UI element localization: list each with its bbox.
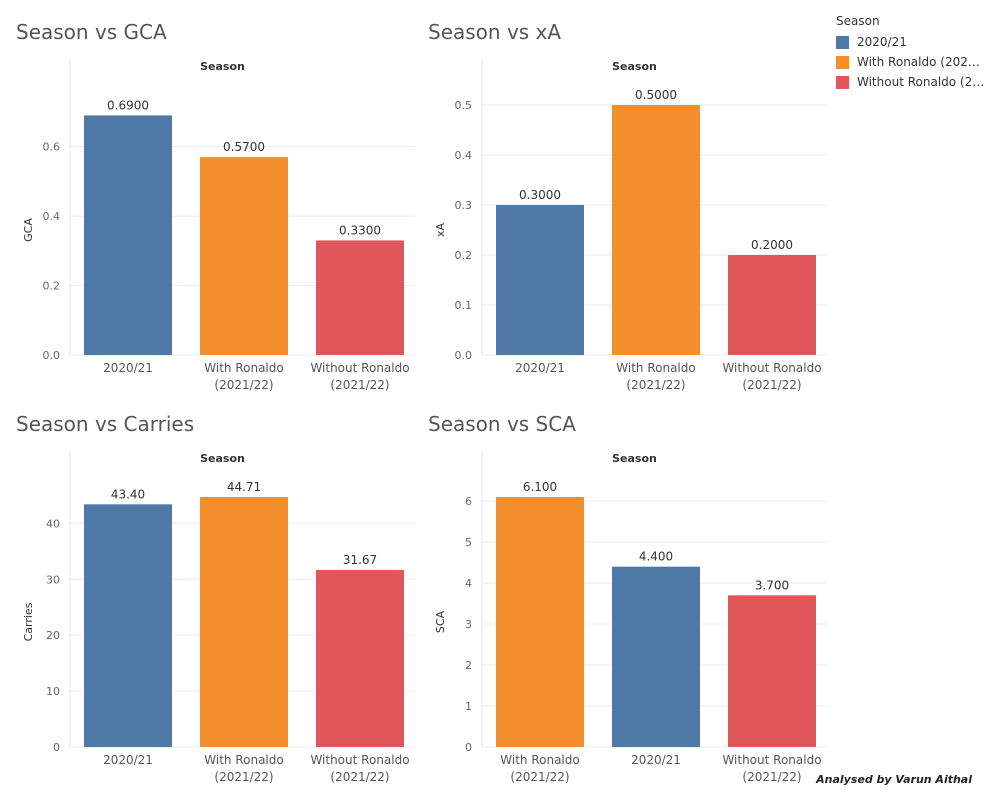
- y-tick-label: 0: [465, 741, 472, 754]
- y-tick-label: 0.5: [455, 99, 473, 112]
- x-tick-label: With Ronaldo (2021/22): [500, 753, 579, 784]
- legend-label: Without Ronaldo (20..: [857, 75, 987, 89]
- legend-item-2020-21[interactable]: 2020/21: [836, 32, 996, 52]
- x-header: Season: [200, 452, 245, 465]
- y-tick-label: 0.2: [455, 249, 473, 262]
- y-tick-label: 0.2: [43, 280, 61, 293]
- bar: [728, 595, 816, 747]
- chart-carries: Season vs Carries Season Carries 0 10 20 30 40…: [0, 392, 420, 792]
- y-tick-label: 40: [46, 517, 60, 530]
- y-tick-label: 20: [46, 629, 60, 642]
- chart-title: Season vs xA: [428, 20, 562, 44]
- legend-label: 2020/21: [857, 35, 907, 49]
- chart-xa-plot: Season xA 0.0 0.1 0.2 0.3 0.4 0.5 0.3000 2020/21 0…: [434, 60, 827, 392]
- y-tick-label: 0.6: [43, 141, 61, 154]
- x-tick-label: With Ronaldo (2021/22): [204, 361, 283, 392]
- bar: [84, 504, 172, 747]
- bar-value-label: 44.71: [227, 480, 261, 494]
- bar: [612, 566, 700, 747]
- legend-item-without-ronaldo[interactable]: Without Ronaldo (20..: [836, 72, 996, 92]
- y-axis-label: xA: [434, 223, 447, 238]
- y-tick-label: 6: [465, 495, 472, 508]
- y-tick-label: 5: [465, 536, 472, 549]
- chart-title: Season vs SCA: [428, 412, 576, 436]
- y-tick-label: 3: [465, 618, 472, 631]
- bar: [200, 157, 288, 355]
- legend-swatch: [836, 35, 849, 49]
- x-tick-label: With Ronaldo (2021/22): [616, 361, 695, 392]
- y-axis-label: Carries: [22, 602, 35, 641]
- bar: [612, 105, 700, 355]
- x-tick-label: Without Ronaldo (2021/22): [722, 753, 821, 784]
- credit-text: Analysed by Varun Aithal: [816, 773, 972, 786]
- bar-value-label: 0.2000: [751, 238, 793, 252]
- bar-value-label: 4.400: [639, 550, 673, 564]
- x-header: Season: [200, 60, 245, 73]
- chart-title: Season vs GCA: [16, 20, 167, 44]
- x-tick-label: Without Ronaldo (2021/22): [310, 361, 409, 392]
- chart-sca: Season vs SCA Season SCA 0 1 2 3 4 5 6 6.100 With …: [412, 392, 832, 792]
- y-tick-label: 0.1: [455, 299, 473, 312]
- y-tick-label: 0.0: [43, 349, 61, 362]
- chart-gca-plot: Season GCA 0.0 0.2 0.4 0.6 0.6900 2020/21 0.5700…: [22, 60, 415, 392]
- bar-value-label: 3.700: [755, 578, 789, 592]
- bar-value-label: 0.5000: [635, 88, 677, 102]
- y-tick-label: 0.4: [455, 149, 473, 162]
- chart-gca: Season vs GCA Season GCA 0.0 0.2 0.4 0.6 0.690…: [0, 0, 420, 400]
- legend-title: Season: [836, 14, 880, 28]
- chart-sca-plot: Season SCA 0 1 2 3 4 5 6 6.100 With Ronaldo (2021/2…: [434, 452, 827, 784]
- bar-value-label: 0.6900: [107, 98, 149, 112]
- y-tick-label: 4: [465, 577, 472, 590]
- legend-swatch: [836, 75, 849, 89]
- x-tick-label: 2020/21: [631, 753, 681, 767]
- bar: [84, 115, 172, 356]
- y-tick-label: 2: [465, 659, 472, 672]
- x-tick-label: Without Ronaldo (2021/22): [310, 753, 409, 784]
- bar-value-label: 31.67: [343, 553, 377, 567]
- y-tick-label: 0.0: [455, 349, 473, 362]
- x-tick-label: 2020/21: [515, 361, 565, 375]
- y-tick-label: 1: [465, 700, 472, 713]
- x-tick-label: 2020/21: [103, 753, 153, 767]
- y-tick-label: 0: [53, 741, 60, 754]
- x-header: Season: [612, 60, 657, 73]
- bar: [496, 497, 584, 747]
- bar: [316, 240, 404, 355]
- y-tick-label: 30: [46, 573, 60, 586]
- x-tick-label: Without Ronaldo (2021/22): [722, 361, 821, 392]
- y-tick-label: 10: [46, 685, 60, 698]
- legend-swatch: [836, 55, 849, 69]
- legend-label: With Ronaldo (2021/..: [857, 55, 987, 69]
- legend: Season 2020/21 With Ronaldo (2021/.. Wit…: [836, 14, 996, 92]
- y-tick-label: 0.3: [455, 199, 473, 212]
- x-tick-label: 2020/21: [103, 361, 153, 375]
- legend-item-with-ronaldo[interactable]: With Ronaldo (2021/..: [836, 52, 996, 72]
- chart-xa: Season vs xA Season xA 0.0 0.1 0.2 0.3 0.4 0.5 0…: [412, 0, 832, 400]
- bar-value-label: 0.3300: [339, 223, 381, 237]
- x-tick-label: With Ronaldo (2021/22): [204, 753, 283, 784]
- y-axis-label: GCA: [22, 218, 35, 242]
- bar-value-label: 6.100: [523, 480, 557, 494]
- bar: [316, 569, 404, 747]
- y-axis-label: SCA: [434, 610, 447, 633]
- y-tick-label: 0.4: [43, 210, 61, 223]
- x-header: Season: [612, 452, 657, 465]
- bar: [496, 205, 584, 355]
- bar: [728, 255, 816, 355]
- chart-carries-plot: Season Carries 0 10 20 30 40 43.40 2020/21 44.71 W…: [22, 452, 415, 784]
- bar-value-label: 0.5700: [223, 140, 265, 154]
- bar-value-label: 43.40: [111, 487, 145, 501]
- chart-title: Season vs Carries: [16, 412, 195, 436]
- bar-value-label: 0.3000: [519, 188, 561, 202]
- bar: [200, 497, 288, 747]
